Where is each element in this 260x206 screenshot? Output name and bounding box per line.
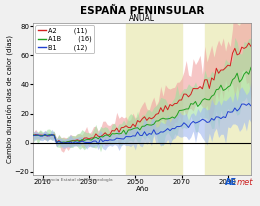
Legend: A2        (11), A1B        (16), B1        (12): A2 (11), A1B (16), B1 (12): [35, 25, 94, 53]
Text: ANUAL: ANUAL: [129, 14, 155, 23]
X-axis label: Año: Año: [135, 186, 149, 192]
Y-axis label: Cambio duración olas de calor (días): Cambio duración olas de calor (días): [5, 35, 13, 163]
Text: met: met: [237, 178, 254, 187]
Text: AE: AE: [225, 178, 237, 187]
Text: © Agencia Estatal de Meteorología: © Agencia Estatal de Meteorología: [36, 178, 112, 182]
Bar: [126, 23, 181, 175]
Title: ESPAÑA PENINSULAR: ESPAÑA PENINSULAR: [80, 6, 204, 16]
Bar: [205, 23, 251, 175]
